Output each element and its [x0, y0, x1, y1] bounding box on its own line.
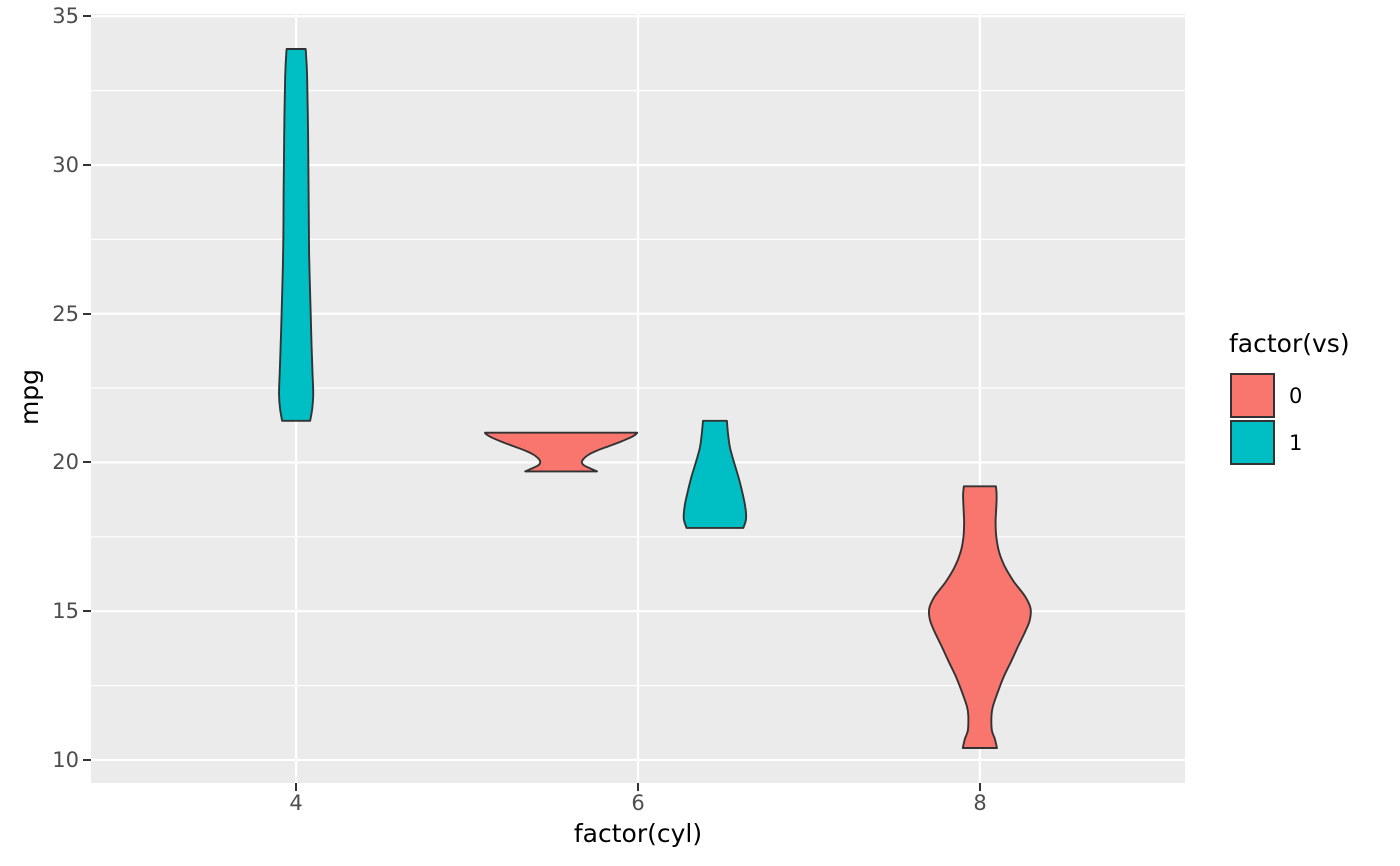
violin-cyl-6-vs-0	[484, 431, 639, 473]
plot-panel	[91, 14, 1185, 783]
y-tick-20	[83, 461, 91, 463]
plot-area-svg	[91, 14, 1185, 783]
legend-label-1: 1	[1289, 431, 1303, 455]
y-tick-label-25: 25	[52, 302, 79, 326]
x-tick-label-4: 4	[289, 791, 303, 815]
y-tick-30	[83, 164, 91, 166]
x-axis-title: factor(cyl)	[573, 819, 703, 848]
violin-cyl-4-vs-1	[278, 48, 315, 422]
y-tick-15	[83, 610, 91, 612]
x-tick-6	[637, 783, 639, 791]
y-tick-25	[83, 313, 91, 315]
violin-cyl-8-vs-0	[927, 485, 1032, 749]
legend-label-0: 0	[1289, 384, 1303, 408]
y-tick-label-15: 15	[52, 599, 79, 623]
y-tick-35	[83, 15, 91, 17]
legend-key-1	[1230, 420, 1275, 465]
y-axis-title-text: mpg	[15, 368, 44, 426]
y-tick-label-30: 30	[52, 153, 79, 177]
x-tick-4	[295, 783, 297, 791]
y-tick-label-35: 35	[52, 4, 79, 28]
y-tick-10	[83, 759, 91, 761]
y-tick-label-20: 20	[52, 450, 79, 474]
y-tick-label-10: 10	[52, 748, 79, 772]
x-tick-label-8: 8	[973, 791, 987, 815]
x-tick-8	[979, 783, 981, 791]
x-tick-label-6: 6	[631, 791, 645, 815]
legend-key-0	[1230, 373, 1275, 418]
legend-title: factor(vs)	[1229, 329, 1350, 358]
violin-cyl-6-vs-1	[682, 419, 748, 529]
